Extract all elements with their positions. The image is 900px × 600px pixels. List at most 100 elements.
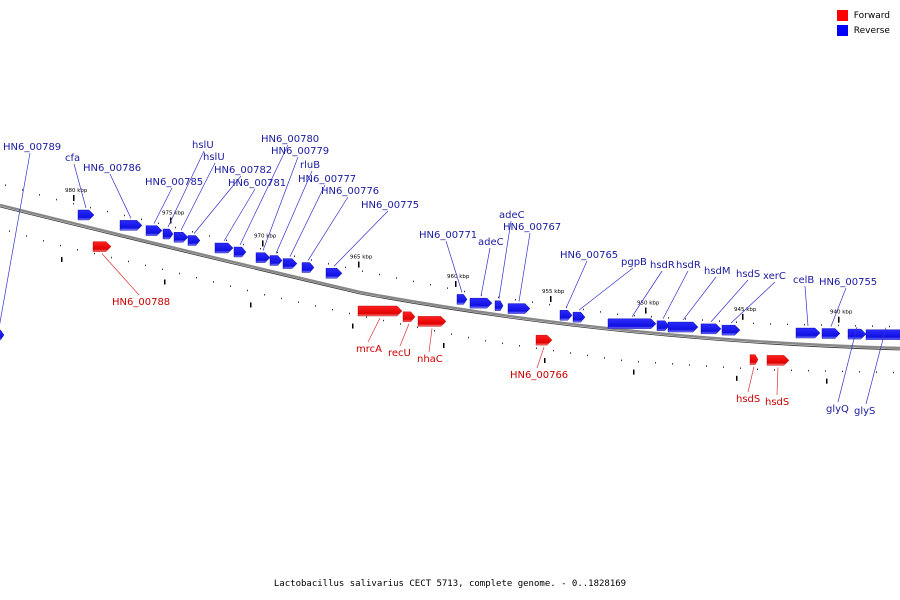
gene-feature[interactable] [656, 320, 670, 331]
gene-label[interactable]: HN6_00781 [228, 178, 286, 189]
tick-dot [128, 260, 129, 263]
gene-label[interactable]: HN6_00765 [560, 250, 618, 261]
gene-feature[interactable] [795, 327, 821, 339]
tick-dot [141, 218, 142, 221]
gene-label[interactable]: HN6_00771 [419, 230, 477, 241]
gene-feature[interactable] [301, 262, 315, 273]
gene-label[interactable]: HN6_00788 [112, 297, 170, 308]
gene-feature[interactable] [456, 294, 468, 305]
gene-feature[interactable] [233, 246, 247, 258]
gene-label[interactable]: pgpB [621, 257, 647, 268]
gene-connector [710, 279, 749, 323]
gene-feature[interactable] [119, 220, 143, 231]
genome-backbone-shadow [0, 206, 900, 351]
gene-label[interactable]: HN6_00777 [298, 174, 356, 185]
gene-feature[interactable] [187, 235, 201, 246]
gene-label[interactable]: HN6_00766 [510, 370, 568, 381]
gene-feature[interactable] [417, 316, 447, 327]
tick-dot [56, 198, 57, 201]
gene-feature[interactable] [494, 300, 504, 311]
gene-feature[interactable] [269, 255, 283, 266]
gene-label[interactable]: HN6_00786 [83, 163, 141, 174]
major-tick [61, 256, 63, 262]
gene-feature[interactable] [700, 323, 722, 335]
gene-label[interactable]: celB [793, 275, 814, 286]
gene-feature[interactable] [559, 310, 573, 321]
tick-dot [162, 268, 163, 271]
gene-feature[interactable] [0, 329, 5, 341]
tick-dot [451, 333, 452, 335]
gene-feature[interactable] [357, 305, 403, 317]
gene-label[interactable]: adeC [478, 237, 504, 248]
gene-label[interactable]: HN6_00782 [214, 165, 272, 176]
tick-dot [362, 270, 363, 272]
gene-label[interactable]: hsdR [676, 260, 701, 271]
major-tick [633, 369, 635, 375]
gene-connector [682, 276, 717, 321]
gene-connector [578, 267, 634, 311]
gene-label[interactable]: HN6_00779 [271, 146, 329, 157]
gene-label[interactable]: HN6_00789 [3, 142, 61, 153]
gene-feature[interactable] [667, 321, 699, 333]
gene-label[interactable]: adeC [499, 210, 525, 221]
gene-label[interactable]: nhaC [417, 354, 443, 365]
gene-feature[interactable] [749, 354, 759, 365]
tick-label: 950 kbp [637, 301, 660, 307]
gene-label[interactable]: hsdS [736, 394, 760, 405]
gene-feature[interactable] [402, 311, 416, 322]
gene-label[interactable]: hsdM [704, 266, 731, 277]
tick-dot [668, 317, 669, 319]
gene-feature[interactable] [847, 328, 867, 340]
gene-feature[interactable] [255, 252, 271, 263]
gene-feature[interactable] [173, 232, 189, 243]
gene-label[interactable]: hslU [192, 140, 214, 151]
gene-connector [830, 287, 847, 327]
gene-label[interactable]: xerC [763, 271, 786, 282]
gene-label[interactable]: cfa [65, 153, 80, 164]
gene-feature[interactable] [214, 242, 234, 254]
gene-label[interactable]: glyQ [826, 404, 849, 415]
tick-dot [583, 308, 584, 311]
tick-dot [396, 277, 397, 279]
gene-feature[interactable] [821, 328, 841, 339]
gene-label[interactable]: HN6_00776 [321, 186, 379, 197]
gene-feature[interactable] [507, 303, 531, 314]
major-tick [352, 323, 354, 329]
gene-feature[interactable] [535, 334, 553, 346]
gene-feature[interactable] [92, 241, 112, 252]
gene-feature[interactable] [865, 329, 900, 340]
gene-label[interactable]: HN6_00785 [145, 177, 203, 188]
tick-dot [196, 277, 197, 279]
gene-feature[interactable] [572, 311, 586, 323]
tick-dot [124, 214, 125, 217]
gene-label[interactable]: hsdS [765, 397, 789, 408]
gene-feature[interactable] [77, 209, 95, 221]
gene-label[interactable]: recU [388, 348, 411, 359]
major-tick [164, 279, 166, 285]
gene-label[interactable]: HN6_00775 [361, 200, 419, 211]
tick-dot [774, 369, 775, 371]
gene-label[interactable]: rluB [300, 160, 320, 171]
gene-feature[interactable] [162, 228, 174, 240]
gene-label[interactable]: mrcA [356, 344, 382, 355]
gene-label[interactable]: hsdS [736, 269, 760, 280]
gene-label[interactable]: hsdR [650, 260, 675, 271]
tick-dot [332, 308, 333, 311]
gene-label[interactable]: glyS [854, 406, 875, 417]
gene-connector [518, 232, 531, 302]
gene-connector [289, 184, 326, 257]
gene-label[interactable]: HN6_00755 [819, 277, 877, 288]
gene-feature[interactable] [766, 355, 790, 366]
major-tick [544, 358, 546, 363]
reverse-swatch [836, 25, 848, 36]
tick-dot [345, 266, 346, 269]
gene-feature[interactable] [282, 258, 298, 269]
gene-label[interactable]: HN6_00780 [261, 134, 319, 145]
gene-label[interactable]: hslU [203, 152, 225, 163]
gene-feature[interactable] [145, 225, 163, 236]
gene-feature[interactable] [721, 324, 741, 336]
gene-feature[interactable] [469, 297, 493, 309]
gene-label[interactable]: HN6_00767 [503, 222, 561, 233]
gene-feature[interactable] [607, 318, 657, 329]
gene-feature[interactable] [325, 268, 343, 279]
